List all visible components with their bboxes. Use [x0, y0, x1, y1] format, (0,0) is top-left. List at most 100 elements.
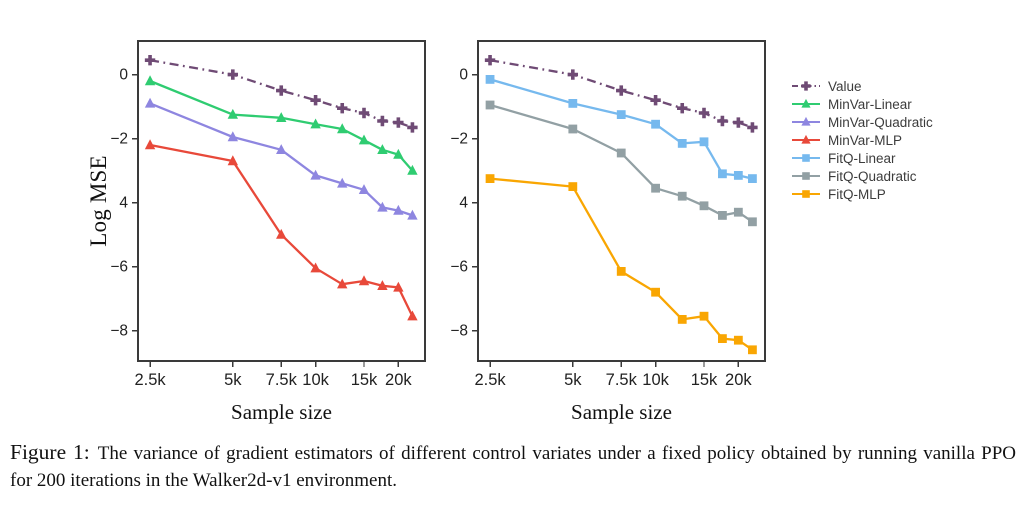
marker-triangle	[276, 112, 287, 122]
x-tick-label: 10k	[642, 371, 669, 389]
x-tick-label: 10k	[302, 371, 329, 389]
series-markers-MinVar-Linear	[144, 75, 418, 175]
marker-triangle	[377, 280, 388, 290]
y-tick-label: 0	[459, 67, 468, 84]
marker-plus	[377, 115, 388, 127]
marker-plus	[144, 55, 156, 66]
marker-square	[651, 183, 660, 193]
marker-triangle	[393, 204, 404, 215]
right-chart-area: 0 −2 4 −6 −8 2.5k 5k 7.5k 10k 15k 20k Sample size	[435, 30, 780, 430]
marker-square	[718, 334, 727, 343]
legend-swatch-square-icon	[792, 154, 820, 162]
marker-triangle	[337, 177, 348, 188]
x-axis-title: Sample size	[231, 400, 332, 424]
marker-triangle	[144, 139, 156, 150]
marker-triangle	[358, 275, 370, 286]
marker-square	[748, 345, 757, 355]
marker-square	[568, 124, 578, 134]
x-tick-label: 7.5k	[266, 371, 298, 389]
marker-square	[718, 169, 727, 179]
legend-label: FitQ-Quadratic	[828, 168, 917, 184]
legend-label: MinVar-Quadratic	[828, 114, 933, 130]
legend-swatch-plus-icon	[792, 81, 820, 91]
marker-triangle	[407, 209, 418, 220]
marker-square	[568, 182, 578, 191]
x-tick-label: 5k	[224, 371, 242, 389]
marker-triangle	[801, 98, 811, 108]
x-tick-label: 5k	[564, 371, 582, 389]
marker-triangle	[393, 281, 404, 292]
legend-swatch-square-icon	[792, 172, 820, 180]
legend-item-minvar-linear: MinVar-Linear	[791, 95, 933, 113]
y-tick-label: 4	[119, 195, 128, 212]
marker-square	[616, 110, 626, 119]
legend-label: MinVar-Linear	[828, 96, 912, 112]
marker-square	[651, 287, 660, 297]
marker-square	[802, 172, 810, 180]
legend-swatch-square-icon	[792, 190, 820, 198]
y-tick-label: 4	[459, 195, 468, 212]
marker-plus	[650, 95, 661, 106]
series-markers-Value	[484, 55, 758, 133]
marker-triangle	[310, 169, 321, 180]
marker-square	[748, 174, 757, 183]
legend-swatch-triangle-icon	[792, 134, 820, 144]
marker-triangle	[407, 310, 418, 321]
y-tick-label: −2	[110, 131, 128, 148]
marker-plus	[698, 107, 710, 119]
marker-plus	[276, 85, 287, 96]
marker-triangle	[144, 97, 156, 108]
marker-square	[802, 190, 810, 198]
legend: Value MinVar-Linear MinVar-Quadratic MinVar…	[791, 77, 933, 203]
marker-square	[748, 217, 757, 227]
marker-triangle	[144, 75, 156, 86]
y-tick-label: −8	[450, 323, 468, 340]
marker-square	[699, 137, 709, 147]
x-tick-label: 15k	[691, 371, 718, 389]
marker-plus	[717, 115, 728, 127]
marker-triangle	[801, 134, 811, 144]
y-tick-label: −8	[110, 323, 128, 340]
marker-triangle	[227, 131, 239, 142]
marker-square	[733, 335, 743, 345]
marker-square	[733, 207, 743, 217]
series-markers-MinVar-MLP	[144, 139, 418, 321]
marker-triangle	[337, 123, 348, 134]
y-tick-label: −2	[450, 131, 468, 148]
marker-triangle	[393, 148, 404, 159]
series-line-FitQ-MLP	[489, 177, 754, 351]
legend-swatch-triangle-icon	[792, 116, 820, 126]
series-markers-Value	[144, 55, 418, 133]
marker-plus	[677, 103, 688, 114]
left-chart-area: 0 −2 4 −6 −8 2.5k 5k 7.5k 10k 15k 20k Sample size	[95, 30, 440, 430]
marker-plus	[801, 81, 811, 91]
x-tick-label: 20k	[385, 371, 412, 389]
marker-triangle	[276, 144, 287, 154]
y-tick-label: 0	[119, 67, 128, 84]
marker-plus	[310, 95, 321, 106]
x-tick-label: 2.5k	[134, 371, 166, 389]
marker-triangle	[358, 134, 370, 145]
legend-item-minvar-quadratic: MinVar-Quadratic	[791, 113, 933, 131]
marker-triangle	[407, 164, 418, 175]
marker-plus	[733, 117, 744, 128]
marker-triangle	[377, 144, 388, 154]
marker-triangle	[377, 201, 388, 212]
marker-triangle	[801, 116, 811, 126]
series-markers-FitQ-Quadratic	[485, 100, 757, 227]
x-tick-label: 20k	[725, 371, 752, 389]
series-markers-MinVar-Quadratic	[144, 97, 418, 220]
marker-square	[616, 267, 626, 276]
marker-plus	[616, 85, 627, 96]
legend-item-value: Value	[791, 77, 933, 95]
marker-square	[485, 75, 495, 84]
marker-triangle	[227, 108, 239, 119]
series-markers-FitQ-MLP	[485, 174, 757, 355]
marker-plus	[358, 107, 370, 119]
legend-swatch-triangle-icon	[792, 98, 820, 108]
marker-square	[677, 191, 687, 201]
marker-plus	[407, 122, 418, 133]
legend-label: FitQ-MLP	[828, 186, 886, 202]
marker-square	[651, 119, 660, 129]
marker-triangle	[227, 155, 239, 166]
